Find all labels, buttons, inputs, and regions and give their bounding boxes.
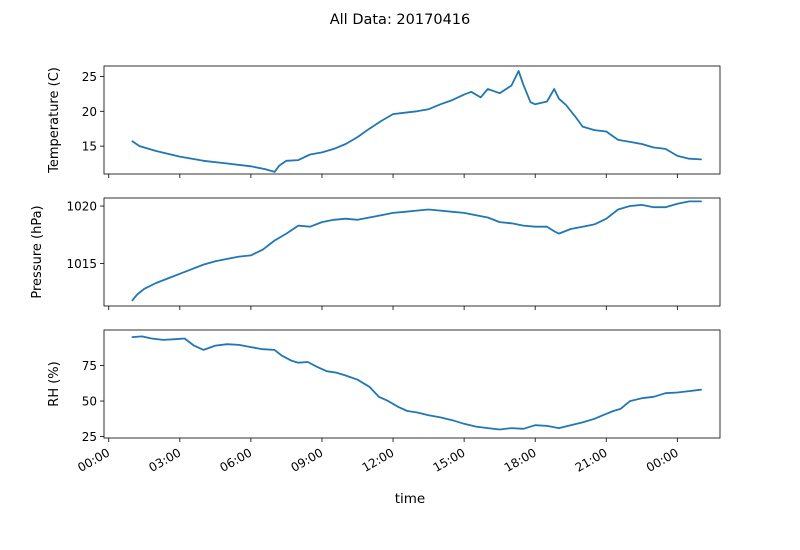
pressure-y-tick-label: 1015 [66, 257, 97, 271]
chart-title: All Data: 20170416 [330, 12, 471, 28]
temperature-y-tick-label: 25 [82, 70, 97, 84]
pressure-y-tick-label: 1020 [66, 200, 97, 214]
humidity-series-line [131, 335, 702, 431]
humidity-y-tick-label: 75 [82, 359, 97, 373]
humidity-y-axis-label: RH (%) [47, 361, 62, 406]
x-axis-label: time [395, 491, 426, 507]
humidity-panel: 25 50 75 RH (%) [47, 329, 721, 444]
temperature-panel: 15 20 25 Temperature (C) [47, 65, 721, 178]
pressure-axes-frame [103, 197, 721, 307]
humidity-y-tick-label: 50 [82, 395, 97, 409]
humidity-y-tick-label: 25 [82, 430, 97, 444]
pressure-y-axis-label: Pressure (hPa) [30, 205, 45, 298]
humidity-axes-frame [103, 329, 721, 439]
temperature-series-line [131, 70, 702, 173]
temperature-y-axis-label: Temperature (C) [47, 67, 62, 174]
temperature-y-tick-label: 15 [82, 140, 97, 154]
pressure-series-line [131, 200, 702, 302]
temperature-axes-frame [103, 65, 721, 175]
temperature-y-tick-label: 20 [82, 105, 97, 119]
pressure-panel: 1015 1020 Pressure (hPa) [30, 197, 721, 310]
